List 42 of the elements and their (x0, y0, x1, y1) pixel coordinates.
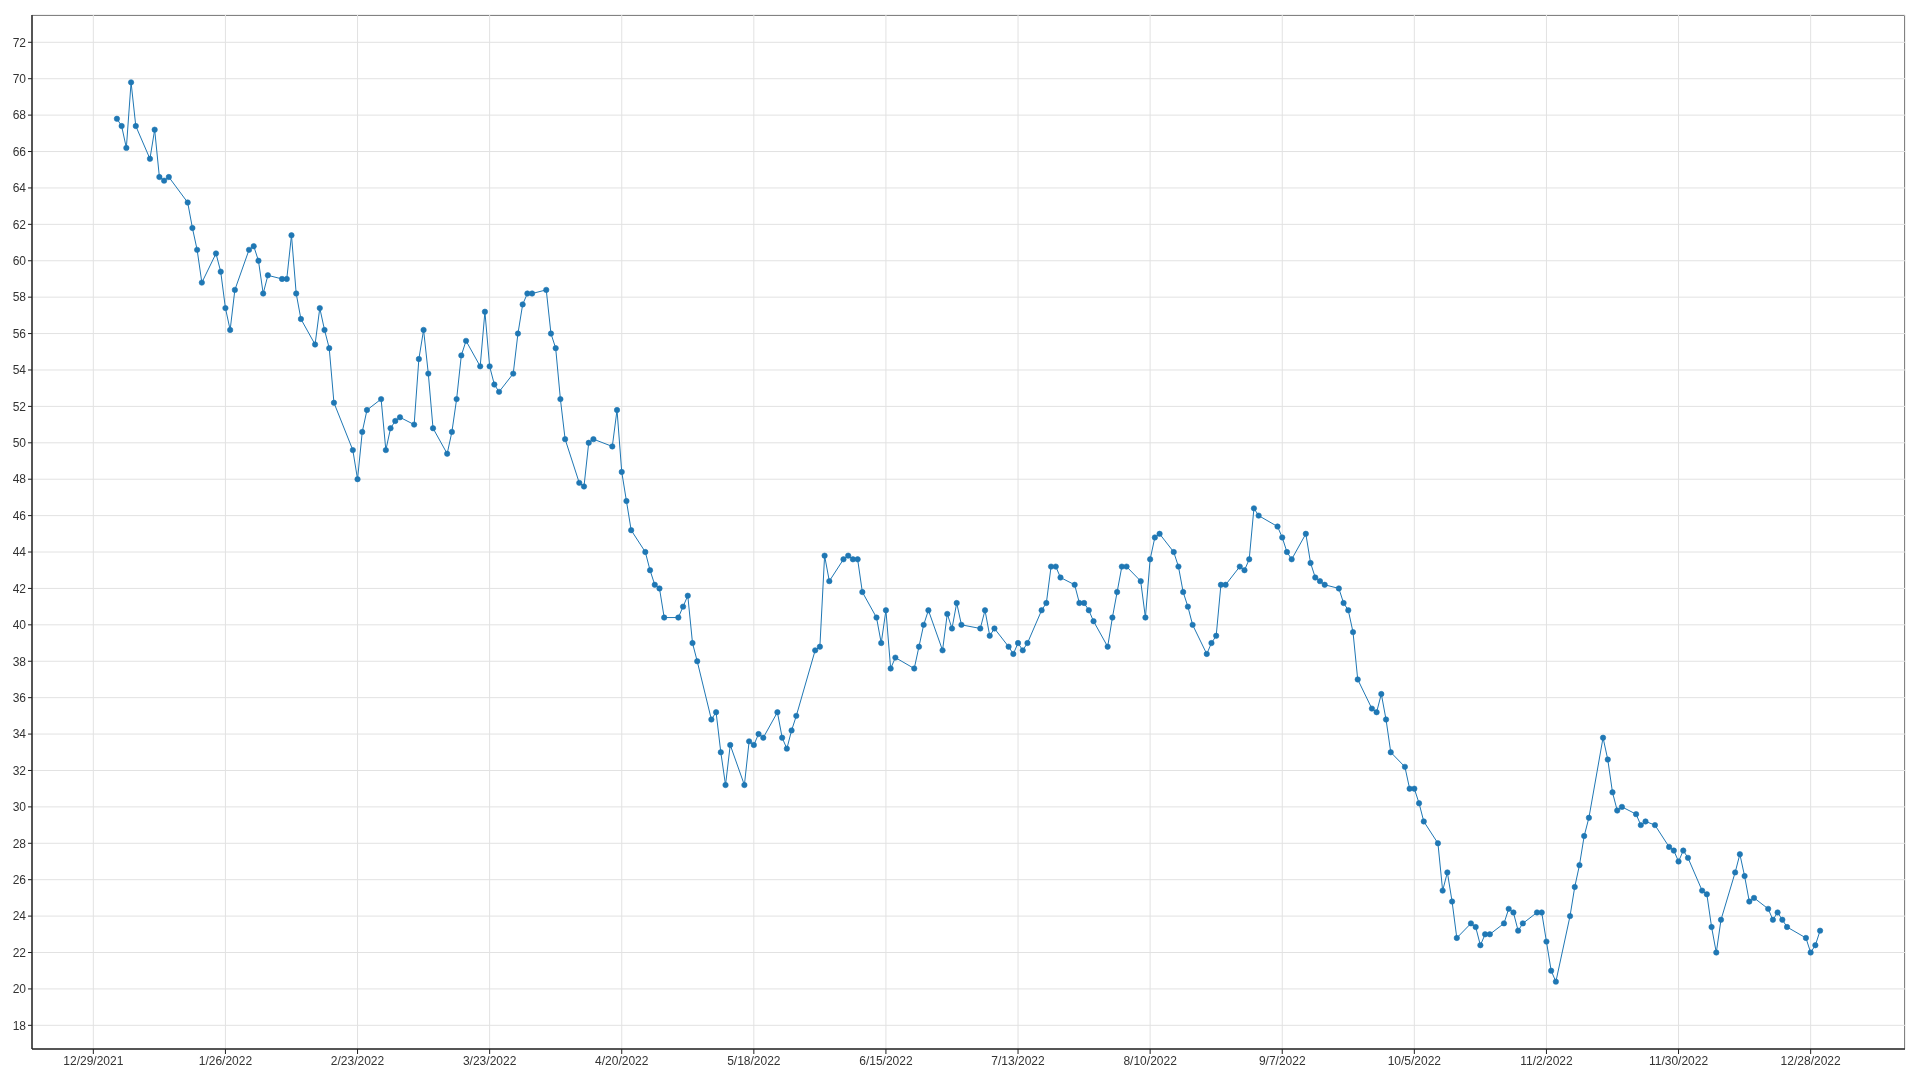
y-tick-label: 18 (12, 1018, 27, 1033)
y-tick-label: 62 (12, 217, 27, 232)
y-tick-label: 28 (12, 836, 27, 851)
y-tick-label: 52 (12, 399, 27, 414)
y-tick-label: 50 (12, 436, 27, 451)
y-tick-label: 54 (12, 363, 27, 378)
y-tick-label: 20 (12, 982, 27, 997)
y-tick-label: 26 (12, 872, 27, 887)
x-tick-label: 5/18/2022 (727, 1053, 781, 1068)
x-tick-label: 7/13/2022 (991, 1053, 1046, 1068)
x-tick-label: 2/23/2022 (330, 1053, 385, 1068)
y-tick-label: 34 (12, 727, 27, 742)
x-tick-label: 12/28/2022 (1780, 1053, 1841, 1068)
y-tick-label: 22 (12, 945, 27, 960)
y-tick-label: 56 (12, 326, 27, 341)
y-tick-label: 48 (12, 472, 27, 487)
y-tick-label: 70 (12, 71, 27, 86)
y-tick-label: 66 (12, 144, 27, 159)
x-tick-label: 11/2/2022 (1520, 1053, 1574, 1068)
x-tick-label: 3/23/2022 (462, 1053, 517, 1068)
y-tick-label: 68 (12, 108, 27, 123)
y-tick-label: 46 (12, 508, 27, 523)
x-tick-label: 8/10/2022 (1123, 1053, 1178, 1068)
x-tick-label: 4/20/2022 (595, 1053, 649, 1068)
y-tick-label: 38 (12, 654, 27, 669)
x-tick-label: 11/30/2022 (1648, 1053, 1709, 1068)
y-tick-label: 30 (12, 800, 27, 815)
y-tick-label: 64 (12, 181, 27, 196)
x-tick-label: 6/15/2022 (859, 1053, 913, 1068)
y-tick-label: 60 (12, 254, 27, 269)
x-tick-label: 10/5/2022 (1387, 1053, 1442, 1068)
y-tick-label: 32 (12, 763, 27, 778)
y-tick-label: 40 (12, 618, 27, 633)
y-tick-label: 72 (12, 35, 27, 50)
y-tick-label: 24 (12, 909, 27, 924)
y-tick-label: 36 (12, 690, 27, 705)
y-tick-label: 58 (12, 290, 27, 305)
x-tick-label: 9/7/2022 (1258, 1053, 1306, 1068)
y-tick-label: 44 (12, 545, 27, 560)
y-tick-label: 42 (12, 581, 27, 596)
x-tick-label: 1/26/2022 (198, 1053, 253, 1068)
x-tick-label: 12/29/2021 (63, 1053, 124, 1068)
